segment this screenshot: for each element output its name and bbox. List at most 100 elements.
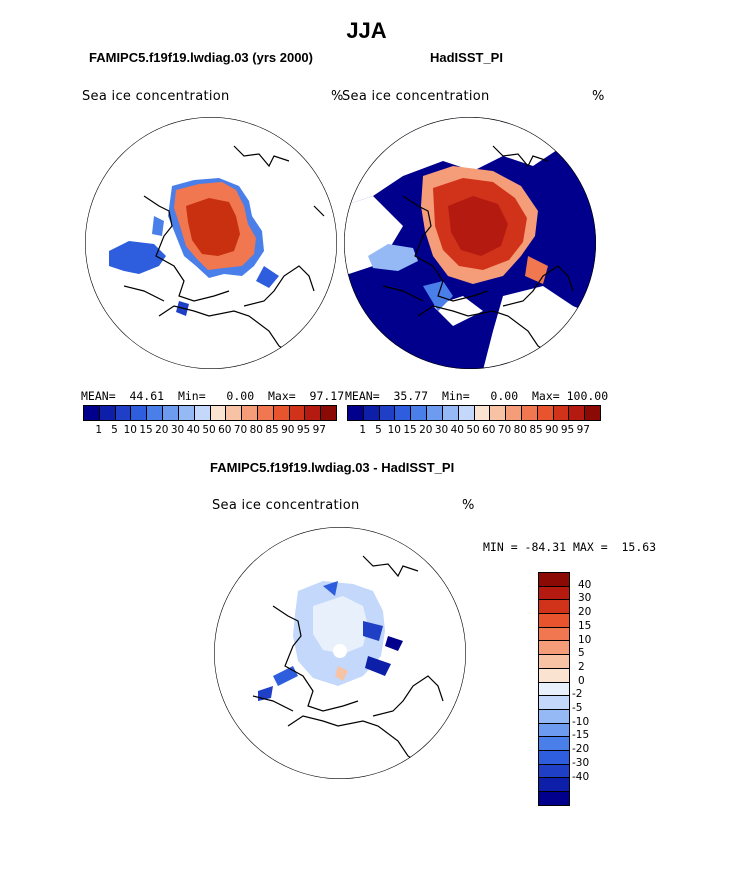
colorbar-swatch	[539, 709, 569, 724]
colorbar-swatch	[131, 406, 148, 420]
colorbar-tick-label: 95	[296, 424, 311, 436]
diff-minmax: MIN = -84.31 MAX = 15.63	[483, 540, 657, 554]
colorbar-swatch	[539, 792, 569, 805]
colorbar-tick-label: 20	[155, 424, 169, 436]
colorbar-swatch	[115, 406, 132, 420]
diff-polar-map	[214, 527, 466, 779]
colorbar-tick-label: -40	[572, 770, 590, 783]
colorbar-swatch	[273, 406, 290, 420]
colorbar-tick-label: 30	[578, 592, 592, 605]
diff-title: FAMIPC5.f19f19.lwdiag.03 - HadISST_PI	[210, 460, 455, 475]
diff-units-label: %	[462, 498, 475, 513]
colorbar-tick-label: 30	[170, 424, 185, 436]
right-variable-label: Sea ice concentration	[342, 89, 490, 104]
colorbar-swatch	[395, 406, 412, 420]
colorbar-swatch	[539, 655, 569, 669]
colorbar-swatch	[99, 406, 116, 420]
left-stats: MEAN= 44.61 Min= 0.00 Max= 97.17	[81, 389, 344, 403]
colorbar-tick-label: 80	[513, 424, 527, 436]
colorbar-tick-label: 15	[139, 424, 153, 436]
colorbar-tick-label: 2	[578, 660, 585, 673]
colorbar-swatch	[539, 778, 569, 792]
colorbar-tick-label: 5	[111, 424, 118, 436]
colorbar-tick-label: -2	[572, 688, 583, 701]
colorbar-swatch	[474, 406, 491, 420]
colorbar-tick-label: 95	[560, 424, 575, 436]
colorbar-swatch	[84, 406, 100, 420]
colorbar-tick-label: 15	[578, 619, 592, 632]
page-title: JJA	[346, 18, 387, 43]
colorbar-tick-label: 1	[95, 424, 103, 436]
left-polar-map	[85, 117, 337, 369]
colorbar-tick-label: -20	[572, 743, 590, 756]
colorbar-swatch	[210, 406, 227, 420]
colorbar-swatch	[539, 641, 569, 656]
colorbar-tick-label: 0	[578, 674, 585, 687]
diff-variable-label: Sea ice concentration	[212, 498, 360, 513]
colorbar-tick-label: 30	[434, 424, 449, 436]
colorbar-swatch	[226, 406, 243, 420]
right-mean: MEAN= 35.77	[345, 389, 429, 403]
colorbar-swatch	[539, 750, 569, 765]
left-units-label: %	[331, 89, 344, 104]
colorbar-swatch	[147, 406, 164, 420]
right-case-title: HadISST_PI	[430, 50, 503, 65]
diff-colorbar	[538, 572, 570, 806]
colorbar-swatch	[585, 406, 600, 420]
right-colorbar	[347, 405, 601, 421]
colorbar-tick-label: 85	[265, 424, 279, 436]
left-variable-label: Sea ice concentration	[82, 89, 230, 104]
colorbar-tick-label: 50	[202, 424, 216, 436]
colorbar-swatch	[194, 406, 211, 420]
colorbar-tick-label: -5	[572, 702, 583, 714]
colorbar-swatch	[539, 668, 569, 683]
colorbar-swatch	[539, 696, 569, 710]
colorbar-swatch	[242, 406, 258, 420]
colorbar-tick-label: 1	[359, 424, 367, 436]
colorbar-swatch	[506, 406, 522, 420]
colorbar-tick-label: 50	[466, 424, 480, 436]
colorbar-swatch	[458, 406, 475, 420]
colorbar-swatch	[363, 406, 380, 420]
left-case-title: FAMIPC5.f19f19.lwdiag.03 (yrs 2000)	[89, 50, 313, 65]
colorbar-tick-label: 97	[576, 424, 590, 436]
left-mean: MEAN= 44.61	[81, 389, 165, 403]
left-min: Min= 0.00	[177, 389, 255, 403]
colorbar-swatch	[569, 406, 586, 420]
colorbar-swatch	[178, 406, 195, 420]
colorbar-swatch	[539, 573, 569, 587]
colorbar-tick-label: -15	[572, 729, 590, 742]
colorbar-tick-label: 40	[186, 424, 200, 436]
colorbar-tick-label: 60	[218, 424, 232, 436]
colorbar-swatch	[539, 723, 569, 738]
colorbar-tick-label: 90	[281, 424, 295, 436]
colorbar-swatch	[305, 406, 322, 420]
right-polar-map	[344, 117, 596, 369]
colorbar-swatch	[348, 406, 364, 420]
colorbar-swatch	[539, 600, 569, 615]
colorbar-swatch	[539, 586, 569, 601]
colorbar-tick-label: 85	[529, 424, 543, 436]
colorbar-tick-label: -30	[572, 756, 590, 769]
colorbar-tick-label: 90	[545, 424, 559, 436]
colorbar-swatch	[521, 406, 538, 420]
colorbar-swatch	[539, 737, 569, 751]
colorbar-tick-label: 40	[450, 424, 464, 436]
colorbar-swatch	[257, 406, 274, 420]
colorbar-swatch	[321, 406, 336, 420]
right-min: Min= 0.00	[441, 389, 519, 403]
colorbar-swatch	[553, 406, 570, 420]
colorbar-tick-label: 10	[578, 633, 592, 646]
right-units-label: %	[592, 89, 605, 104]
colorbar-swatch	[537, 406, 554, 420]
colorbar-tick-label: 20	[578, 606, 592, 619]
colorbar-tick-label: 80	[249, 424, 263, 436]
colorbar-tick-label: 10	[387, 424, 401, 436]
right-stats: MEAN= 35.77 Min= 0.00 Max= 100.00	[345, 389, 608, 403]
colorbar-tick-label: 97	[312, 424, 326, 436]
colorbar-swatch	[289, 406, 306, 420]
colorbar-tick-label: 20	[419, 424, 433, 436]
colorbar-tick-label: 5	[578, 647, 585, 660]
colorbar-tick-label: 10	[123, 424, 137, 436]
diff-colorbar-ticks: 40 30 20 15 10 5 2 0 -2 -5 -10 -15 -20 -30 -40	[572, 572, 622, 792]
